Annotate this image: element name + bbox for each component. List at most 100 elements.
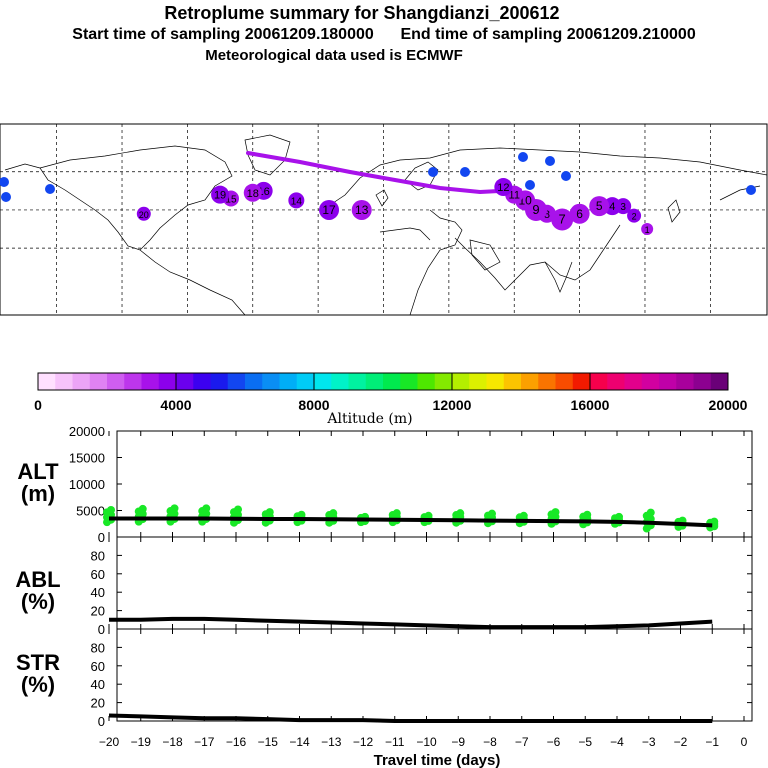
x-tick-label: −7 [515, 735, 529, 749]
colorbar-swatch [158, 373, 177, 390]
plume-point-label: 2 [632, 212, 637, 222]
colorbar-swatch [503, 373, 522, 390]
x-tick-label: −20 [99, 735, 120, 749]
plume-point-label: 14 [291, 196, 303, 207]
plume-point: 20 [136, 206, 151, 221]
colorbar-swatch [55, 373, 73, 390]
y-tick-label: 60 [91, 567, 105, 582]
altitude-scatter-point [170, 504, 179, 513]
plume-point-label: 4 [609, 201, 615, 213]
sampling-times: Start time of sampling 20061209.180000 E… [0, 26, 768, 44]
plume-point-circle [211, 185, 230, 204]
coastline-segment [454, 224, 621, 291]
colorbar-swatch [710, 373, 729, 390]
panel-frame [116, 536, 753, 630]
plume-point-circle [569, 203, 590, 224]
alt-label: ALT [17, 459, 59, 484]
x-tick-label: −13 [321, 735, 342, 749]
colorbar-swatch [296, 373, 315, 390]
x-tick-label: 0 [741, 735, 748, 749]
plume-outlier-point [561, 171, 571, 181]
altitude-scatter-point [615, 512, 623, 521]
colorbar-tick-label: 16000 [571, 397, 610, 413]
y-tick-label: 80 [91, 640, 105, 655]
altitude-scatter-point [265, 508, 274, 517]
plume-point-label: 15 [225, 194, 237, 205]
plume-outlier-point [1, 192, 11, 202]
plume-point-circle [288, 192, 305, 209]
plume-point-label: 13 [355, 203, 369, 217]
x-tick-label: −3 [642, 735, 656, 749]
panel-0: 0 5000 10000 15000 20000 [69, 424, 753, 545]
x-tick-label: −5 [578, 735, 592, 749]
altitude-scatter-point [583, 510, 592, 519]
colorbar-swatch [486, 373, 505, 390]
x-tick-label: −8 [483, 735, 497, 749]
plume-track [246, 151, 522, 195]
x-tick-label: −15 [258, 735, 279, 749]
colorbar-swatch [107, 373, 125, 390]
plume-outlier-point [460, 167, 470, 177]
x-tick-label: −16 [226, 735, 247, 749]
plume-point-circle [551, 208, 574, 231]
plume-point: 19 [211, 185, 230, 204]
coastline-segment [409, 209, 463, 316]
altitude-scatter-point [138, 504, 147, 513]
colorbar-swatch [659, 373, 677, 390]
y-tick-label: 40 [91, 585, 105, 600]
colorbar-swatch [72, 373, 91, 390]
plume-point-label: 17 [322, 203, 336, 217]
plume-point-label: 5 [596, 199, 603, 213]
x-tick-label: −14 [289, 735, 310, 749]
colorbar-label: Altitude (m) [326, 411, 412, 427]
plume-point-label: 9 [532, 202, 539, 217]
colorbar-swatch [124, 373, 142, 390]
plume-outlier-point [428, 167, 438, 177]
map-coastlines [4, 134, 768, 316]
altitude-scatter-point [202, 504, 211, 513]
y-tick-label: 0 [98, 530, 105, 545]
x-tick-label: −19 [131, 735, 152, 749]
coastline-segment [39, 145, 233, 251]
colorbar-swatch [641, 373, 660, 390]
y-tick-label: 20000 [69, 424, 105, 439]
colorbar-swatch [400, 373, 418, 390]
coastline-segment [667, 199, 681, 223]
altitude-scatter-point [107, 505, 115, 514]
colorbar-tick-label: 8000 [298, 397, 329, 413]
colorbar-swatch [331, 373, 349, 390]
abl-label: ABL [15, 567, 60, 592]
x-tick-label: −2 [674, 735, 688, 749]
x-tick-label: −4 [610, 735, 624, 749]
plume-point-circle [136, 206, 151, 221]
x-axis-title: Travel time (days) [374, 752, 501, 768]
y-tick-label: 40 [91, 677, 105, 692]
altitude-scatter-point [234, 505, 242, 514]
colorbar-tick-label: 0 [34, 397, 42, 413]
x-tick-label: −9 [451, 735, 465, 749]
altitude-scatter-point [488, 509, 496, 518]
plume-point-label: 18 [247, 188, 259, 200]
colorbar-swatch [365, 373, 384, 390]
colorbar-swatch [348, 373, 367, 390]
colorbar-tick-label: 4000 [160, 397, 191, 413]
colorbar-swatch [693, 373, 712, 390]
colorbar-swatch [417, 373, 436, 390]
plume-point-circle [627, 208, 642, 223]
plume-outlier-point [525, 180, 535, 190]
y-tick-label: 80 [91, 548, 105, 563]
plume-point: 6 [569, 203, 590, 224]
plume-point-label: 11 [509, 190, 520, 202]
plume-point-label: 1 [645, 225, 650, 235]
plume-point-label: 20 [139, 210, 149, 220]
time-series-panels: 0 5000 10000 15000 20000 0 20 40 60 80 0 20 40 60 80 −2… [69, 424, 753, 749]
plume-point: 5 [589, 196, 610, 217]
colorbar-swatch [572, 373, 591, 390]
colorbar-swatch [262, 373, 280, 390]
series-line [108, 713, 713, 723]
plume-point: 13 [351, 199, 372, 220]
plume-point-circle [351, 199, 372, 220]
coastline-segment [4, 163, 41, 171]
plume-point-circle [641, 223, 654, 236]
